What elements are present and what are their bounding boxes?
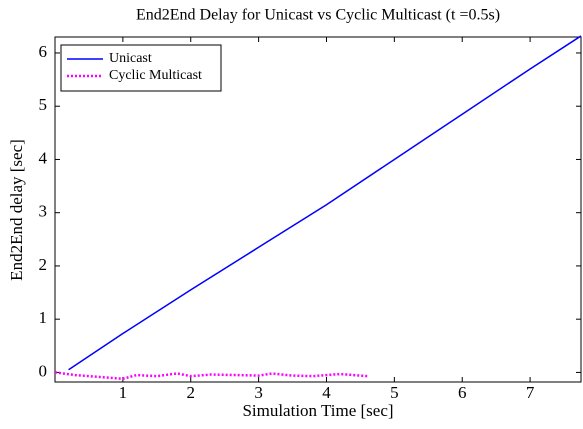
series-line (54, 371, 368, 381)
x-tick-label: 5 (390, 383, 399, 402)
y-tick-label: 5 (39, 95, 48, 114)
y-axis-label: End2End delay [sec] (7, 139, 26, 281)
x-axis-label: Simulation Time [sec] (242, 401, 393, 420)
x-tick-label: 3 (254, 383, 263, 402)
x-tick-label: 7 (526, 383, 535, 402)
y-tick-label: 4 (39, 148, 48, 167)
y-tick-label: 6 (39, 42, 48, 61)
y-tick-label: 1 (39, 308, 48, 327)
y-tick-label: 2 (39, 255, 48, 274)
x-tick-label: 1 (119, 383, 128, 402)
y-tick-label: 0 (39, 361, 48, 380)
y-tick-label: 3 (39, 202, 48, 221)
legend-label: Unicast (109, 51, 152, 66)
x-tick-label: 2 (186, 383, 195, 402)
legend-box (60, 44, 222, 92)
series-line (68, 35, 582, 371)
x-tick-label: 4 (322, 383, 331, 402)
x-tick-label: 6 (458, 383, 467, 402)
chart-title: End2End Delay for Unicast vs Cyclic Mult… (136, 7, 500, 24)
legend-label: Cyclic Multicast (109, 68, 202, 83)
